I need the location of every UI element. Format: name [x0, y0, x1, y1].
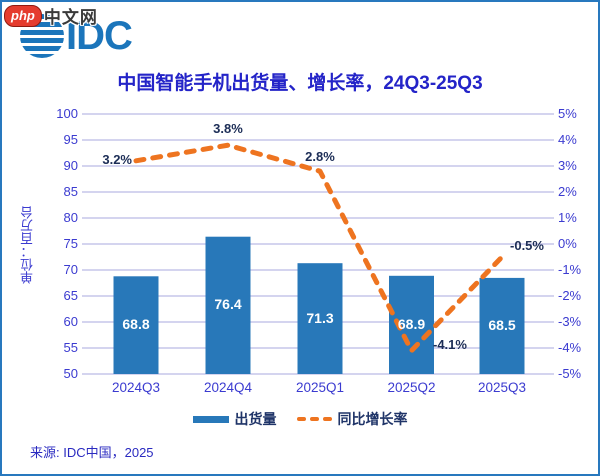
- x-label-2024Q4: 2024Q4: [203, 380, 253, 395]
- left-axis-tick: 50: [63, 366, 78, 381]
- left-axis-tick: 60: [63, 314, 78, 329]
- left-axis-tick: 80: [63, 210, 78, 225]
- bar-value-label: 68.8: [122, 316, 150, 332]
- chart-title: 中国智能手机出货量、增长率，24Q3-25Q3: [117, 73, 483, 94]
- dashed-line-swatch-icon: [296, 416, 332, 422]
- left-axis-tick: 90: [63, 158, 78, 173]
- bar-2025Q1: [297, 263, 343, 374]
- right-axis-tick: 0%: [558, 236, 577, 251]
- x-label-2025Q3: 2025Q3: [477, 380, 527, 395]
- bar-2024Q4: [205, 236, 251, 374]
- right-axis-tick: 3%: [558, 158, 577, 173]
- legend-label: 同比增长率: [337, 411, 408, 427]
- bar-swatch-icon: [192, 415, 229, 423]
- bar-2024Q3: [113, 276, 159, 374]
- right-axis-tick: -1%: [558, 262, 582, 277]
- left-axis-title: 单位：百万台: [20, 206, 35, 284]
- bar-value-label: 68.9: [397, 316, 426, 332]
- growth-rate-line: [133, 142, 505, 354]
- right-axis-tick: 1%: [558, 210, 577, 225]
- legend-item-growth: 同比增长率: [296, 409, 408, 429]
- left-axis-tick: 95: [63, 132, 78, 147]
- line-value-label: 3.2%: [102, 152, 132, 167]
- left-axis-tick: 65: [63, 288, 78, 303]
- line-value-label: -0.5%: [510, 238, 544, 253]
- source-note: 来源: IDC中国，2025: [30, 445, 154, 460]
- right-axis-tick: -3%: [558, 314, 582, 329]
- php-cn-watermark: php 中文网: [4, 3, 98, 28]
- line-value-label: 2.8%: [305, 149, 335, 164]
- x-label-2025Q2: 2025Q2: [387, 380, 436, 395]
- line-value-label: -4.1%: [433, 337, 467, 352]
- legend: 出货量 同比增长率: [2, 409, 598, 429]
- right-axis-tick: -4%: [558, 340, 582, 355]
- bar-value-label: 76.4: [214, 296, 242, 312]
- shipment-bars: [113, 236, 525, 374]
- right-axis-tick: -2%: [558, 288, 582, 303]
- bar-2025Q3: [479, 277, 525, 374]
- x-label-2025Q1: 2025Q1: [295, 380, 345, 395]
- left-axis-tick: 85: [63, 184, 78, 199]
- legend-label: 出货量: [234, 411, 277, 427]
- left-axis-tick: 100: [56, 106, 78, 121]
- php-badge-icon: php: [4, 4, 42, 27]
- left-axis-tick: 75: [63, 236, 78, 251]
- right-axis-tick: 4%: [558, 132, 577, 147]
- watermark-site-text: 中文网: [43, 8, 98, 27]
- legend-item-shipments: 出货量: [192, 409, 277, 429]
- left-axis-tick: 70: [63, 262, 78, 277]
- idc-logo-text: IDC: [66, 14, 133, 58]
- line-value-label: 3.8%: [213, 121, 243, 136]
- right-axis-tick: 5%: [558, 106, 577, 121]
- right-axis-tick: -5%: [558, 366, 582, 381]
- right-axis-tick: 2%: [558, 184, 577, 199]
- bar-value-label: 68.5: [488, 317, 516, 333]
- left-axis-tick: 55: [63, 340, 78, 355]
- bar-value-label: 71.3: [306, 310, 334, 326]
- x-label-2024Q3: 2024Q3: [111, 380, 161, 395]
